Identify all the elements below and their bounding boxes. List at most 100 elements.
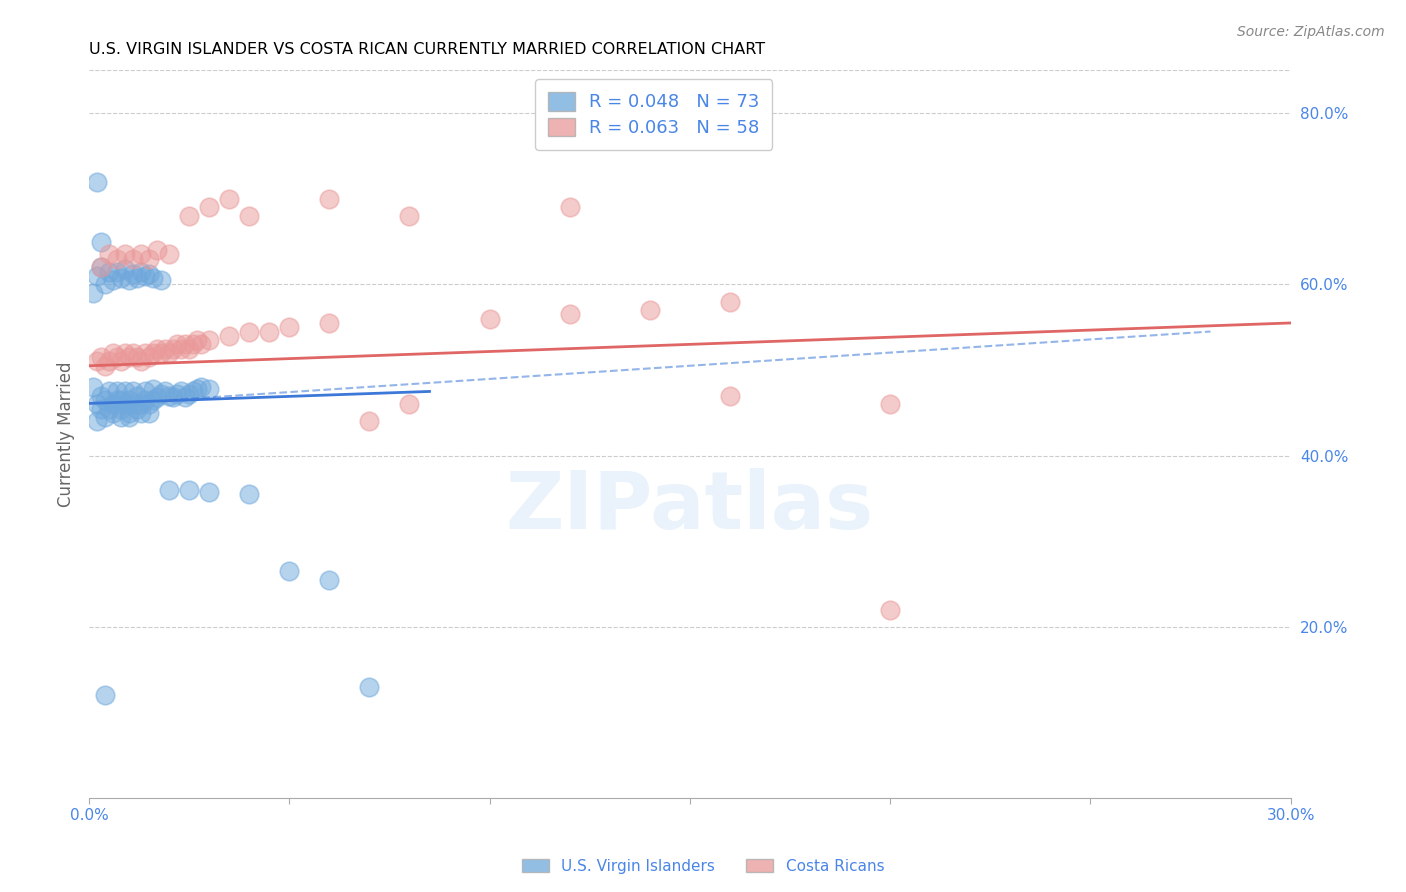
Point — [142, 346, 165, 360]
Point — [98, 247, 121, 261]
Point — [94, 392, 117, 407]
Point — [166, 337, 188, 351]
Point — [90, 401, 112, 416]
Point — [105, 350, 128, 364]
Point — [146, 243, 169, 257]
Point — [138, 267, 160, 281]
Point — [118, 406, 141, 420]
Point — [82, 380, 104, 394]
Text: ZIPatlas: ZIPatlas — [506, 468, 875, 546]
Point — [98, 264, 121, 278]
Point — [122, 397, 145, 411]
Point — [153, 384, 176, 399]
Point — [150, 273, 173, 287]
Point — [138, 406, 160, 420]
Point — [162, 342, 184, 356]
Point — [146, 342, 169, 356]
Point — [398, 209, 420, 223]
Point — [118, 410, 141, 425]
Point — [278, 320, 301, 334]
Point — [129, 354, 152, 368]
Point — [157, 389, 180, 403]
Point — [101, 406, 124, 420]
Point — [198, 382, 221, 396]
Point — [198, 201, 221, 215]
Point — [318, 192, 340, 206]
Point — [170, 384, 193, 398]
Point — [98, 401, 121, 416]
Point — [179, 342, 201, 356]
Point — [238, 487, 260, 501]
Point — [86, 354, 108, 368]
Point — [638, 303, 661, 318]
Point — [218, 328, 240, 343]
Point — [879, 397, 901, 411]
Point — [134, 384, 156, 399]
Point — [174, 391, 197, 405]
Point — [138, 350, 160, 364]
Point — [198, 484, 221, 499]
Point — [278, 564, 301, 578]
Point — [101, 397, 124, 411]
Point — [134, 346, 156, 360]
Point — [186, 333, 208, 347]
Point — [478, 311, 501, 326]
Point — [134, 392, 156, 407]
Legend: R = 0.048   N = 73, R = 0.063   N = 58: R = 0.048 N = 73, R = 0.063 N = 58 — [536, 79, 772, 150]
Point — [186, 382, 208, 396]
Point — [86, 397, 108, 411]
Point — [90, 389, 112, 403]
Point — [105, 264, 128, 278]
Point — [138, 252, 160, 266]
Point — [105, 392, 128, 407]
Point — [129, 247, 152, 261]
Point — [110, 410, 132, 425]
Point — [110, 354, 132, 368]
Point — [179, 387, 201, 401]
Point — [127, 401, 149, 416]
Point — [101, 273, 124, 287]
Point — [110, 392, 132, 407]
Point — [153, 342, 176, 356]
Point — [166, 387, 188, 401]
Point — [110, 401, 132, 416]
Point — [90, 350, 112, 364]
Point — [318, 573, 340, 587]
Point — [259, 325, 281, 339]
Point — [718, 389, 741, 403]
Point — [90, 235, 112, 249]
Point — [157, 483, 180, 497]
Point — [162, 391, 184, 405]
Point — [127, 350, 149, 364]
Point — [90, 260, 112, 275]
Point — [718, 294, 741, 309]
Point — [142, 270, 165, 285]
Point — [114, 262, 136, 277]
Point — [82, 285, 104, 300]
Point — [114, 247, 136, 261]
Point — [134, 268, 156, 283]
Point — [198, 333, 221, 347]
Point — [318, 316, 340, 330]
Point — [94, 689, 117, 703]
Point — [114, 397, 136, 411]
Point — [98, 384, 121, 399]
Point — [101, 346, 124, 360]
Point — [114, 346, 136, 360]
Point — [142, 392, 165, 407]
Point — [118, 350, 141, 364]
Point — [122, 252, 145, 266]
Point — [142, 382, 165, 396]
Point — [879, 603, 901, 617]
Point — [359, 414, 381, 428]
Point — [122, 267, 145, 281]
Point — [105, 252, 128, 266]
Point — [179, 209, 201, 223]
Point — [86, 414, 108, 428]
Point — [218, 192, 240, 206]
Point — [94, 359, 117, 373]
Point — [94, 410, 117, 425]
Text: Source: ZipAtlas.com: Source: ZipAtlas.com — [1237, 25, 1385, 39]
Point — [238, 325, 260, 339]
Point — [146, 391, 169, 405]
